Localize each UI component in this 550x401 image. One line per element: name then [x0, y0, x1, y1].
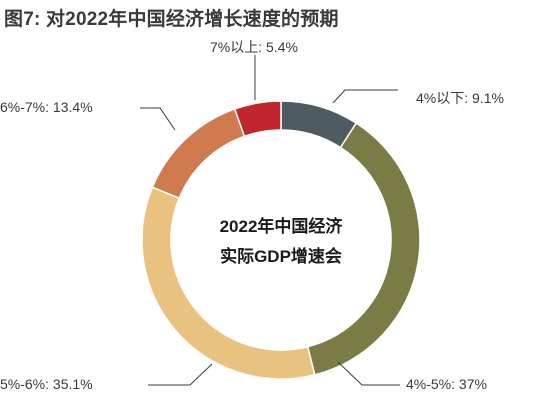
slice-5%-6% — [141, 186, 316, 380]
slice-label-5%-6%: 5%-6%: 35.1% — [0, 376, 93, 392]
slice-label-7%以上: 7%以上: 5.4% — [210, 39, 298, 55]
leader-line-4%-5% — [337, 361, 400, 386]
leader-line-4%以下 — [332, 89, 398, 104]
donut-slices — [141, 100, 421, 380]
leader-line-5%-6% — [148, 363, 213, 386]
chart-title: 图7: 对2022年中国经济增长速度的预期 — [4, 9, 339, 30]
leader-line-6%-7% — [140, 107, 176, 131]
slice-labels: 4%以下: 9.1% 4%-5%: 37% 5%-6%: 35.1% 6%-7%: 1… — [0, 39, 504, 392]
center-label-line-1: 2022年中国经济 — [220, 216, 344, 236]
slice-6%-7% — [151, 107, 246, 200]
center-label-line-2: 实际GDP增速会 — [220, 246, 342, 266]
leader-lines — [140, 55, 400, 386]
slice-label-4%-5%: 4%-5%: 37% — [406, 376, 487, 392]
slice-label-6%-7%: 6%-7%: 13.4% — [0, 99, 93, 115]
slice-label-4%以下: 4%以下: 9.1% — [416, 90, 504, 106]
slice-7%以上 — [233, 100, 282, 138]
